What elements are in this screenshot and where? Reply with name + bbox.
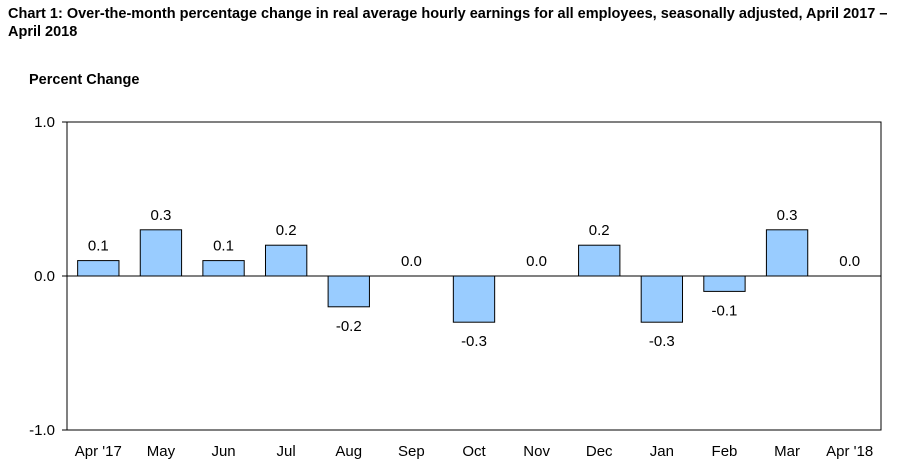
x-category-label-1: May bbox=[147, 443, 176, 460]
x-category-label-7: Nov bbox=[523, 443, 550, 460]
bar-2 bbox=[202, 260, 245, 277]
x-category-label-5: Sep bbox=[398, 443, 425, 460]
bar-6 bbox=[452, 275, 496, 323]
data-label-9: -0.3 bbox=[649, 333, 675, 350]
bars-group bbox=[77, 229, 809, 323]
bar-0 bbox=[77, 260, 120, 277]
bar-10 bbox=[703, 275, 746, 292]
x-category-label-6: Oct bbox=[462, 443, 486, 460]
x-category-label-9: Jan bbox=[650, 443, 674, 460]
chart-title: Chart 1: Over-the-month percentage chang… bbox=[8, 6, 888, 40]
data-label-5: 0.0 bbox=[401, 253, 422, 270]
data-label-4: -0.2 bbox=[336, 318, 362, 335]
data-label-7: 0.0 bbox=[526, 253, 547, 270]
x-category-label-3: Jul bbox=[277, 443, 296, 460]
y-axis-ticks: 1.0 0.0 -1.0 bbox=[29, 114, 67, 439]
x-category-label-0: Apr '17 bbox=[75, 443, 122, 460]
y-tick-label: -1.0 bbox=[29, 422, 55, 439]
x-category-label-2: Jun bbox=[211, 443, 235, 460]
x-category-label-8: Dec bbox=[586, 443, 613, 460]
x-category-label-12: Apr '18 bbox=[826, 443, 873, 460]
y-tick-label: 1.0 bbox=[34, 114, 55, 131]
bar-3 bbox=[264, 244, 308, 277]
data-label-1: 0.3 bbox=[150, 207, 171, 224]
data-label-10: -0.1 bbox=[712, 302, 738, 319]
bar-8 bbox=[578, 244, 621, 277]
x-category-label-10: Feb bbox=[712, 443, 738, 460]
data-label-8: 0.2 bbox=[589, 222, 610, 239]
data-label-11: 0.3 bbox=[777, 207, 798, 224]
bar-9 bbox=[640, 275, 684, 323]
data-labels-group: 0.1 0.3 0.1 0.2 -0.2 0.0 -0.3 0.0 0.2 -0.3 -0.1 0.3… bbox=[88, 207, 860, 350]
bar-11 bbox=[765, 229, 809, 277]
data-label-2: 0.1 bbox=[213, 238, 234, 255]
data-label-0: 0.1 bbox=[88, 238, 109, 255]
data-label-6: -0.3 bbox=[461, 333, 487, 350]
data-label-3: 0.2 bbox=[276, 222, 297, 239]
data-label-12: 0.0 bbox=[839, 253, 860, 270]
y-axis-label: Percent Change bbox=[29, 72, 140, 88]
bar-1 bbox=[139, 229, 183, 277]
x-category-label-11: Mar bbox=[774, 443, 800, 460]
y-tick-label: 0.0 bbox=[34, 268, 55, 285]
bar-4 bbox=[327, 275, 370, 308]
x-axis-categories: Apr '17 May Jun Jul Aug Sep Oct Nov Dec Jan Feb Mar… bbox=[75, 443, 873, 460]
x-category-label-4: Aug bbox=[335, 443, 362, 460]
